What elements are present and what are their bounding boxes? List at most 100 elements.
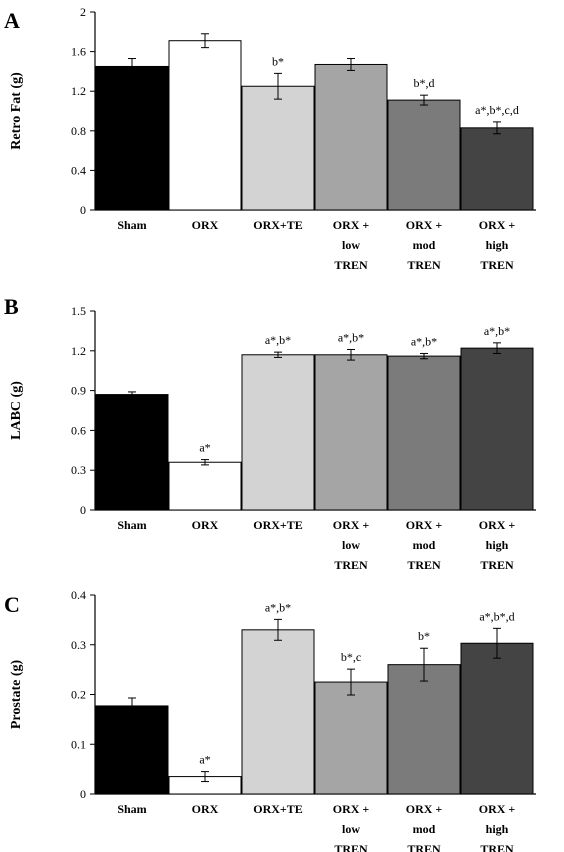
y-axis-label: Prostate (g): [9, 660, 24, 730]
y-tick-label: 0.3: [71, 463, 86, 477]
x-tick-label-line: mod: [413, 822, 436, 836]
x-tick-label: ORX+TE: [253, 518, 303, 532]
x-tick-label-line: TREN: [334, 258, 368, 272]
significance-label: a*: [199, 441, 210, 455]
bar: [387, 99, 461, 211]
x-tick-label-line: ORX +: [479, 802, 516, 816]
x-tick-label: ORX + mod TREN: [406, 802, 443, 852]
bar: [241, 354, 315, 511]
x-tick-label-line: ORX +: [406, 218, 443, 232]
x-tick-label: ORX + low TREN: [333, 802, 370, 852]
y-axis-label: LABC (g): [9, 381, 24, 440]
x-tick-label-line: ORX +: [406, 802, 443, 816]
x-tick-label-line: low: [342, 822, 360, 836]
x-tick-label-line: low: [342, 238, 360, 252]
y-tick-label: 0: [80, 503, 86, 517]
significance-label: a*,b*: [338, 330, 364, 344]
x-tick-label-line: low: [342, 538, 360, 552]
x-tick-label-line: ORX +: [333, 518, 370, 532]
y-tick-label: 2: [80, 5, 86, 19]
significance-label: b*,d: [414, 76, 435, 90]
significance-label: a*: [199, 753, 210, 767]
x-tick-label: Sham: [117, 802, 146, 816]
significance-label: a*,b*,d: [479, 609, 514, 623]
significance-label: a*,b*: [411, 334, 437, 348]
x-tick-label: ORX + low TREN: [333, 218, 370, 272]
bar: [387, 355, 461, 511]
x-tick-label: Sham: [117, 518, 146, 532]
y-tick-label: 0.1: [71, 737, 86, 751]
significance-label: a*,b*: [265, 600, 291, 614]
x-tick-label: ORX+TE: [253, 802, 303, 816]
x-tick-label-line: ORX: [192, 802, 219, 816]
bar: [460, 347, 534, 511]
bar: [168, 40, 242, 211]
x-tick-label: Sham: [117, 218, 146, 232]
y-tick-label: 0.8: [71, 124, 86, 138]
x-tick-label: ORX + high TREN: [479, 218, 516, 272]
significance-label: b*: [272, 54, 284, 68]
x-tick-label: ORX: [192, 802, 219, 816]
x-tick-label-line: ORX+TE: [253, 218, 303, 232]
y-axis-label: Retro Fat (g): [9, 72, 24, 150]
x-tick-label-line: ORX +: [333, 218, 370, 232]
bar: [241, 85, 315, 211]
x-tick-label: ORX: [192, 218, 219, 232]
x-tick-label-line: TREN: [407, 258, 441, 272]
bar: [241, 629, 315, 795]
bar: [95, 65, 169, 211]
significance-label: a*,b*,c,d: [475, 103, 519, 117]
significance-label: a*,b*: [265, 333, 291, 347]
bar: [314, 354, 388, 511]
y-tick-label: 0.6: [71, 423, 86, 437]
x-tick-label: ORX + high TREN: [479, 518, 516, 572]
bar: [387, 664, 461, 795]
bar: [314, 63, 388, 211]
bar: [95, 705, 169, 795]
y-tick-label: 0: [80, 203, 86, 217]
significance-label: b*: [418, 629, 430, 643]
bar: [314, 681, 388, 795]
panel-letter: B: [4, 294, 19, 319]
x-tick-label-line: Sham: [117, 518, 146, 532]
y-tick-label: 1.2: [71, 84, 86, 98]
panel-letter: C: [4, 592, 20, 617]
x-tick-label-line: ORX: [192, 218, 219, 232]
y-tick-label: 1.5: [71, 304, 86, 318]
bar: [168, 461, 242, 511]
bar: [95, 394, 169, 511]
y-tick-label: 0.3: [71, 638, 86, 652]
chart-panel-a: A Retro Fat (g) 0 0.4 0.8 1.2 1.6 2 Sham ORX b* ORX…: [4, 5, 536, 272]
x-tick-label-line: ORX+TE: [253, 802, 303, 816]
x-tick-label-line: ORX: [192, 518, 219, 532]
x-tick-label: ORX+TE: [253, 218, 303, 232]
x-tick-label-line: mod: [413, 238, 436, 252]
x-tick-label: ORX + mod TREN: [406, 518, 443, 572]
y-tick-label: 0: [80, 787, 86, 801]
x-tick-label-line: ORX+TE: [253, 518, 303, 532]
x-tick-label-line: high: [486, 822, 509, 836]
chart-panel-c: C Prostate (g) 0 0.1 0.2 0.3 0.4 Sham a* ORX a*,b*…: [4, 588, 536, 852]
x-tick-label-line: ORX +: [406, 518, 443, 532]
x-tick-label-line: TREN: [407, 558, 441, 572]
y-tick-label: 0.9: [71, 384, 86, 398]
x-tick-label-line: ORX +: [479, 518, 516, 532]
x-tick-label: ORX: [192, 518, 219, 532]
x-tick-label-line: TREN: [480, 258, 514, 272]
significance-label: b*,c: [341, 650, 361, 664]
bar: [460, 642, 534, 795]
y-tick-label: 0.2: [71, 688, 86, 702]
y-tick-label: 1.6: [71, 45, 86, 59]
x-tick-label-line: Sham: [117, 802, 146, 816]
x-tick-label-line: ORX +: [479, 218, 516, 232]
panel-letter: A: [4, 8, 20, 33]
x-tick-label-line: TREN: [334, 558, 368, 572]
y-tick-label: 0.4: [71, 588, 86, 602]
y-tick-label: 1.2: [71, 344, 86, 358]
x-tick-label-line: TREN: [334, 842, 368, 852]
x-tick-label-line: high: [486, 538, 509, 552]
x-tick-label-line: TREN: [480, 558, 514, 572]
x-tick-label-line: high: [486, 238, 509, 252]
x-tick-label-line: TREN: [407, 842, 441, 852]
x-tick-label-line: ORX +: [333, 802, 370, 816]
